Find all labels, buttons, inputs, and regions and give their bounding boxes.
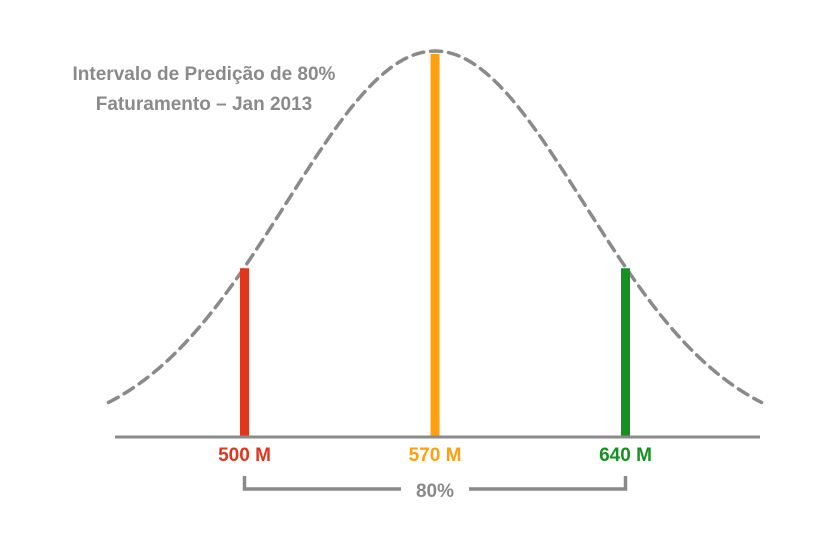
marker-label-mean: 570 M [409,445,462,466]
chart-title-line1: Intervalo de Predição de 80% [72,64,336,85]
chart-title-line2: Faturamento – Jan 2013 [95,94,313,115]
interval-percent-label: 80% [416,481,454,502]
chart-title: Intervalo de Predição de 80% Faturamento… [48,60,360,120]
interval-bracket [242,476,628,491]
marker-label-lower: 500 M [218,445,271,466]
marker-label-upper: 640 M [599,445,652,466]
normal-curve [106,49,764,405]
